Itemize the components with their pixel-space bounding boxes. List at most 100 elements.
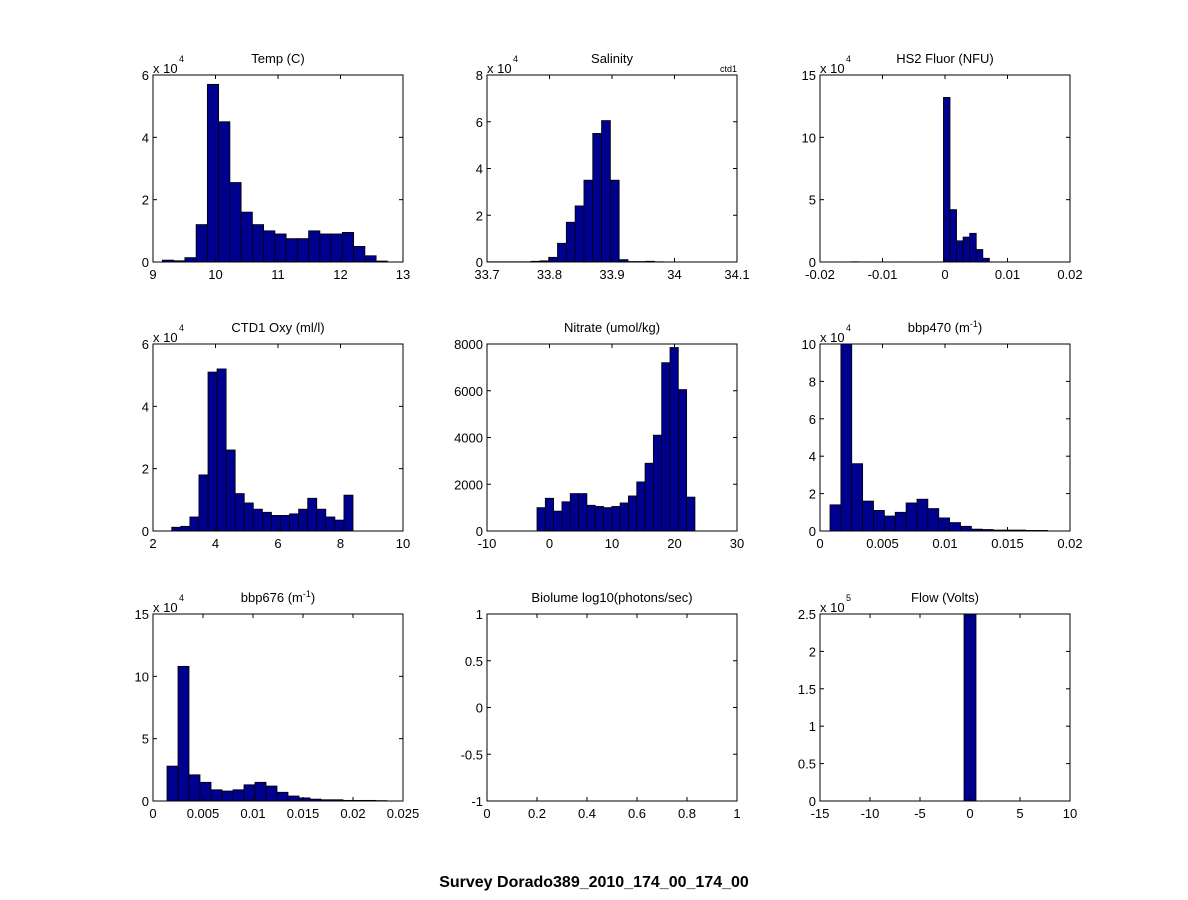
panel-title: Nitrate (umol/kg) bbox=[564, 320, 660, 335]
y-exponent-power: 4 bbox=[846, 323, 851, 333]
histogram-bar bbox=[353, 246, 366, 263]
plot-area bbox=[153, 344, 403, 531]
x-tick-label: 0.015 bbox=[287, 806, 320, 821]
x-tick-label: -0.02 bbox=[805, 267, 835, 282]
histogram-bar bbox=[319, 233, 332, 263]
y-exponent-power: 4 bbox=[179, 54, 184, 64]
x-tick-label: 33.7 bbox=[474, 267, 499, 282]
histogram-bar bbox=[243, 502, 254, 532]
histogram-bar bbox=[195, 224, 208, 263]
histogram-bar bbox=[271, 515, 281, 532]
x-tick-label: 1 bbox=[733, 806, 740, 821]
histogram-panel-8: 0 0.2 0.4 0.6 0.8 1 -1 -0.5 0 0.5 1 Biolume log10(p… bbox=[461, 590, 741, 821]
x-tick-label: 0.02 bbox=[1057, 536, 1082, 551]
histogram-bar bbox=[628, 495, 638, 532]
x-tick-label: 5 bbox=[1016, 806, 1023, 821]
y-tick-label: 2.5 bbox=[798, 607, 816, 622]
histogram-bar bbox=[960, 525, 972, 532]
y-tick-label: 0 bbox=[142, 524, 149, 539]
histogram-bar bbox=[307, 497, 318, 532]
x-tick-label: 20 bbox=[667, 536, 681, 551]
y-exponent-power: 5 bbox=[846, 593, 851, 603]
histogram-bar bbox=[341, 231, 355, 263]
x-tick-label: 10 bbox=[605, 536, 619, 551]
histogram-bar bbox=[677, 389, 688, 532]
y-tick-label: 2 bbox=[142, 193, 149, 208]
panel-title: Temp (C) bbox=[251, 51, 304, 66]
histogram-bar bbox=[285, 238, 298, 263]
histogram-bar bbox=[316, 508, 327, 532]
x-tick-label: 10 bbox=[396, 536, 410, 551]
panel-title: Biolume log10(photons/sec) bbox=[531, 590, 692, 605]
panel-title: Salinity bbox=[591, 51, 633, 66]
histogram-bar bbox=[289, 513, 300, 532]
histogram-bar bbox=[969, 232, 977, 263]
histogram-bar bbox=[207, 371, 218, 532]
x-tick-label: 8 bbox=[337, 536, 344, 551]
y-exponent-power: 4 bbox=[179, 323, 184, 333]
histogram-bar bbox=[308, 230, 321, 263]
y-tick-label: 2000 bbox=[454, 477, 483, 492]
x-tick-label: 33.9 bbox=[599, 267, 624, 282]
histogram-bar bbox=[565, 221, 576, 263]
y-tick-label: 0 bbox=[476, 701, 483, 716]
panel-title: HS2 Fluor (NFU) bbox=[896, 51, 994, 66]
y-tick-label: 1.5 bbox=[798, 682, 816, 697]
histogram-bar bbox=[661, 362, 671, 532]
x-tick-label: 0 bbox=[941, 267, 948, 282]
histogram-bar bbox=[188, 774, 201, 802]
y-tick-label: 0 bbox=[142, 255, 149, 270]
histogram-bar bbox=[652, 434, 663, 532]
histogram-bar bbox=[265, 785, 278, 802]
histogram-bar bbox=[894, 511, 907, 532]
histogram-bar bbox=[325, 516, 336, 532]
y-tick-label: 4 bbox=[142, 130, 149, 145]
y-exponent-power: 4 bbox=[179, 593, 184, 603]
histogram-bar bbox=[962, 236, 971, 263]
axes-frame bbox=[819, 613, 1071, 802]
x-tick-label: 4 bbox=[212, 536, 219, 551]
y-tick-label: 0 bbox=[809, 524, 816, 539]
histogram-bar bbox=[287, 795, 300, 802]
x-tick-label: -10 bbox=[861, 806, 880, 821]
histogram-bar bbox=[184, 257, 197, 263]
histogram-bar bbox=[883, 515, 896, 532]
histogram-bar bbox=[963, 613, 977, 802]
histogram-bar bbox=[261, 511, 272, 532]
histogram-bar bbox=[592, 133, 602, 263]
histogram-bar bbox=[334, 519, 345, 532]
histogram-bar bbox=[343, 494, 354, 532]
histogram-bar bbox=[975, 249, 984, 263]
histogram-bar bbox=[829, 504, 842, 532]
histogram-bar bbox=[943, 97, 951, 263]
y-tick-label: 5 bbox=[142, 732, 149, 747]
plot-area bbox=[820, 614, 1070, 801]
axes-frame bbox=[152, 613, 404, 802]
y-exponent-label: x 10 bbox=[487, 61, 512, 76]
x-tick-label: 34.1 bbox=[724, 267, 749, 282]
histogram-panel-6: 0 0.005 0.01 0.015 0.02 0 2 4 6 8 10 bbp470 (m-1) x … bbox=[802, 319, 1083, 551]
histogram-bar bbox=[171, 526, 182, 532]
y-tick-label: 2 bbox=[809, 644, 816, 659]
histogram-bar bbox=[578, 493, 588, 532]
plot-area bbox=[487, 614, 737, 801]
panel-title: Flow (Volts) bbox=[911, 590, 979, 605]
y-tick-label: 10 bbox=[802, 130, 816, 145]
y-exponent-label: x 10 bbox=[153, 600, 178, 615]
histogram-bar bbox=[199, 781, 212, 802]
x-tick-label: 11 bbox=[271, 267, 285, 282]
x-tick-label: 2 bbox=[149, 536, 156, 551]
y-tick-label: 6 bbox=[142, 337, 149, 352]
histogram-bar bbox=[240, 211, 253, 263]
histogram-bar bbox=[956, 240, 964, 263]
histogram-bar bbox=[298, 508, 309, 532]
histogram-bar bbox=[862, 500, 874, 532]
histogram-bar bbox=[218, 121, 231, 263]
x-tick-label: 10 bbox=[1063, 806, 1077, 821]
x-tick-label: 33.8 bbox=[537, 267, 562, 282]
y-tick-label: 15 bbox=[802, 68, 816, 83]
x-tick-label: -0.01 bbox=[868, 267, 898, 282]
histogram-bar bbox=[536, 507, 546, 532]
y-exponent-label: x 10 bbox=[820, 61, 845, 76]
